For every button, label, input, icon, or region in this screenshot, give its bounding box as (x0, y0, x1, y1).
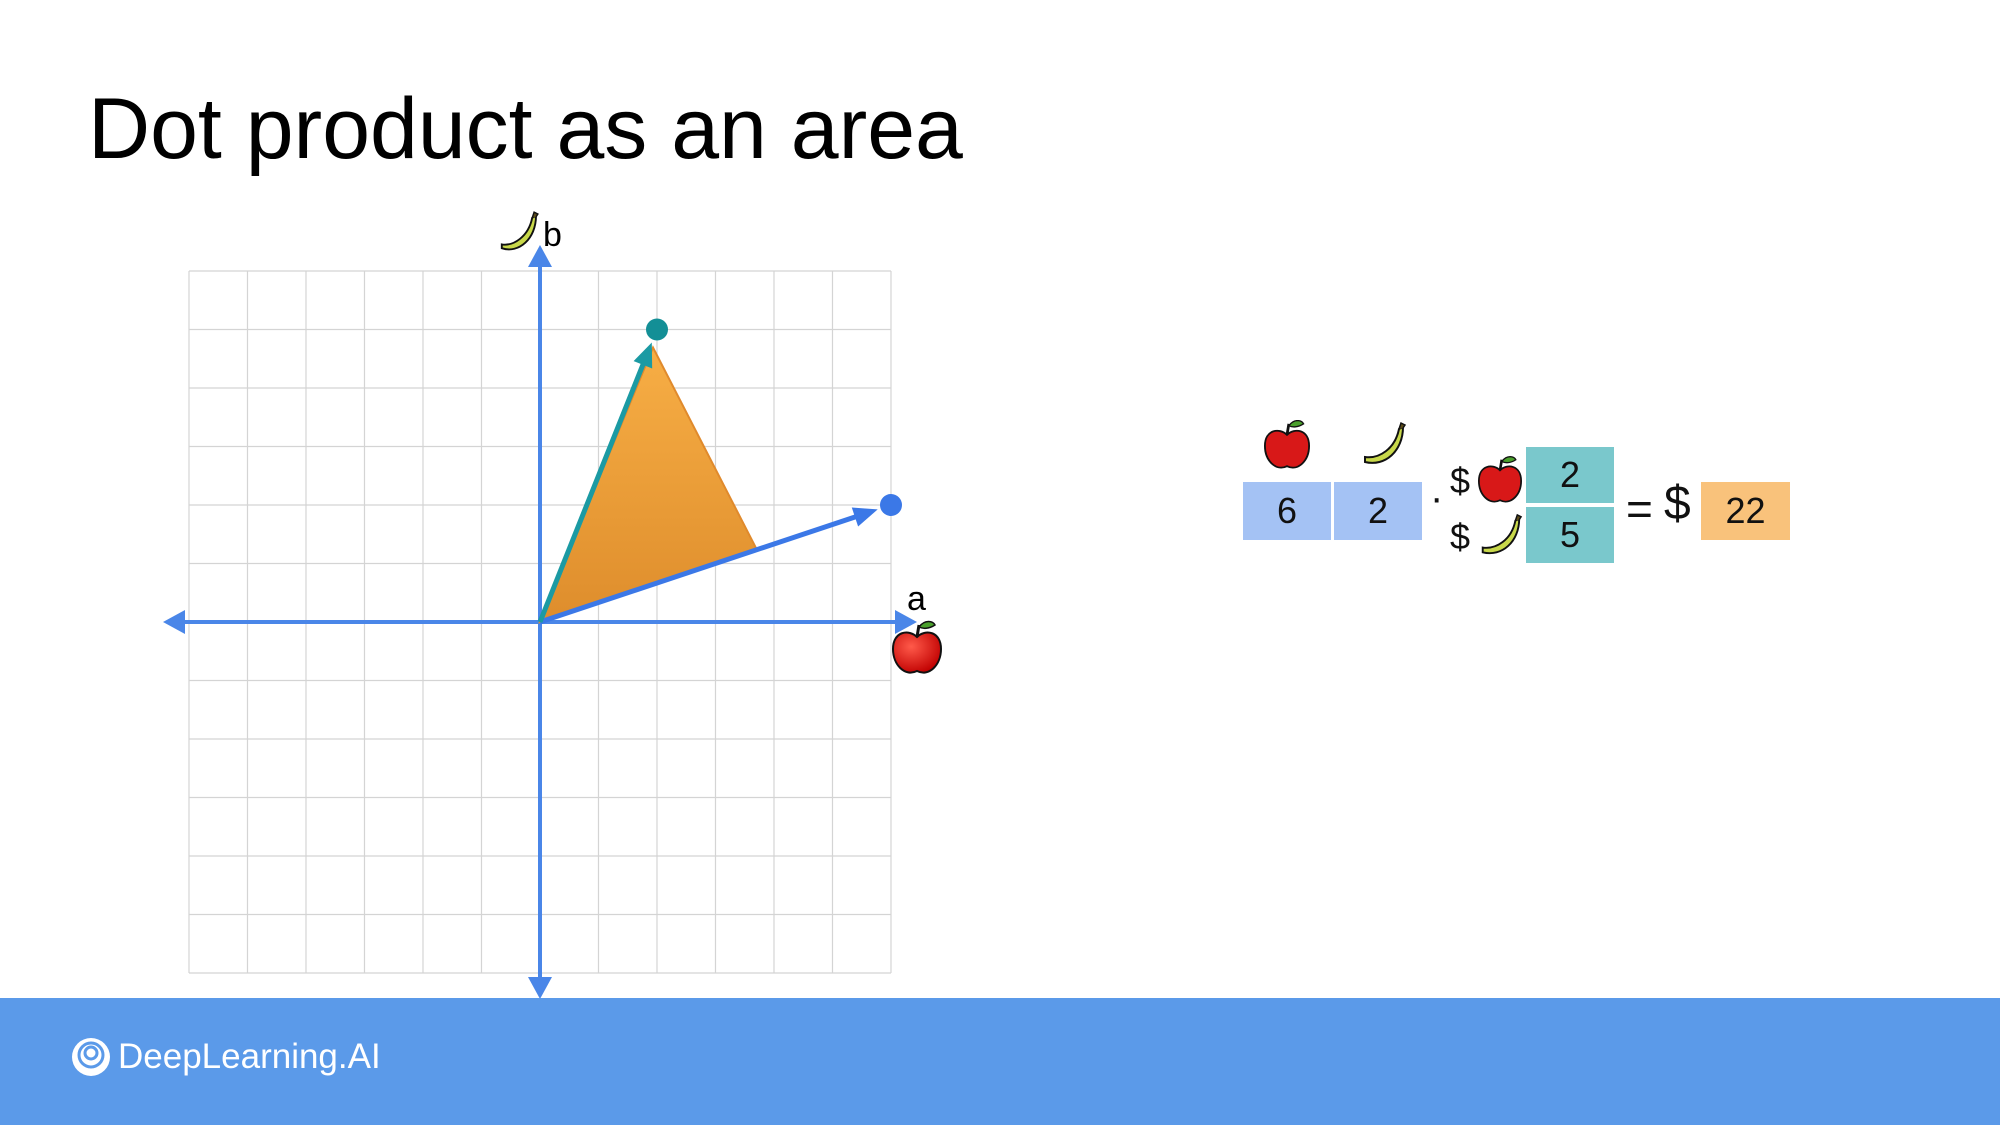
vector-endpoint (646, 318, 668, 341)
y-axis-arrow-down (528, 977, 552, 999)
result-cell: 22 (1701, 482, 1790, 540)
vector-arrowhead (633, 342, 653, 369)
price-dollar-sign: $ (1450, 516, 1471, 557)
brand-name: DeepLearning.AI (118, 1037, 381, 1076)
page-title: Dot product as an area (88, 81, 963, 177)
vector-line (537, 360, 647, 623)
result-dollar-sign: $ (1664, 477, 1691, 530)
footer-bar: DeepLearning.AI (0, 998, 2000, 1125)
vector-endpoint (880, 494, 902, 516)
row-vector-cell: 6 (1243, 482, 1331, 540)
vector-line (539, 513, 860, 625)
brand: DeepLearning.AI (70, 1036, 381, 1078)
column-vector-cell: 2 (1526, 447, 1614, 503)
banana-icon (1481, 513, 1523, 555)
x-axis-label: a (907, 580, 926, 618)
x-axis-arrow-right (895, 610, 917, 634)
vector-diagram: a b (163, 211, 943, 999)
vector-arrowhead (851, 507, 878, 527)
price-dollar-sign: $ (1450, 460, 1471, 501)
y-axis-arrow-up (528, 245, 552, 267)
shaded-triangle (538, 345, 758, 624)
banana-icon (1364, 421, 1407, 464)
x-axis-arrow-left (163, 610, 185, 634)
dot-operator: · (1430, 476, 1444, 520)
equals-sign: = (1626, 483, 1653, 535)
deeplearning-logo-icon (72, 1038, 110, 1076)
apple-icon (1264, 420, 1310, 469)
apple-icon (891, 620, 943, 674)
apple-icon (1478, 456, 1522, 503)
banana-icon (500, 211, 539, 251)
column-vector-cell: 5 (1526, 507, 1614, 563)
y-axis-label: b (543, 216, 562, 254)
row-vector-cell: 2 (1334, 482, 1422, 540)
